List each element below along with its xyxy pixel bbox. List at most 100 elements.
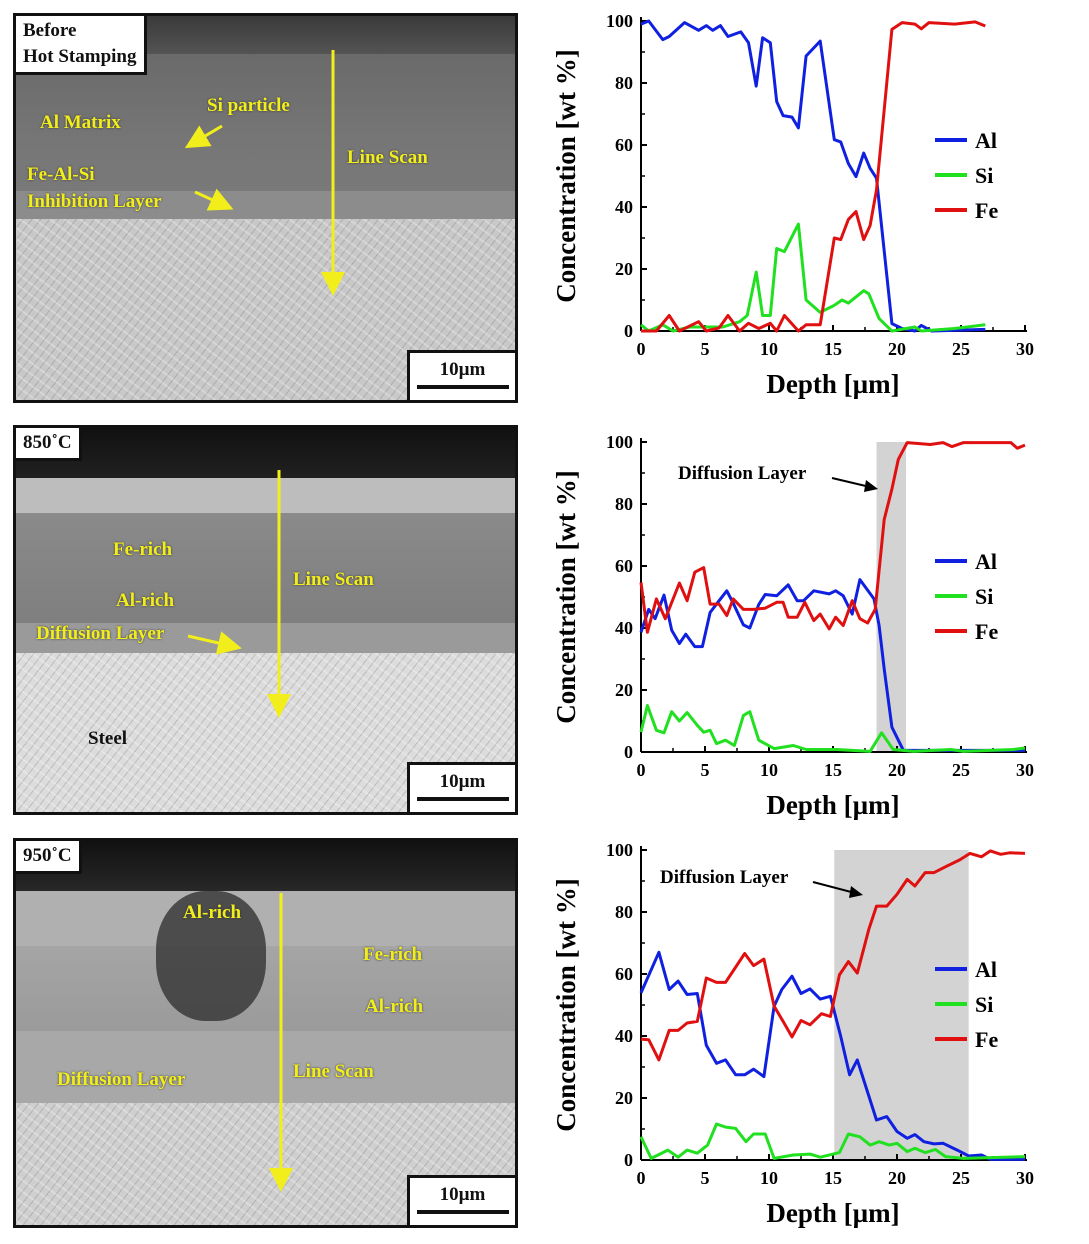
scale-bar-label: 10µm xyxy=(439,359,486,380)
x-tick-label: 15 xyxy=(824,760,842,780)
x-tick-label: 25 xyxy=(952,760,970,780)
label-steel: Steel xyxy=(88,728,128,749)
series-line-al xyxy=(640,19,986,333)
x-tick-label: 20 xyxy=(888,1168,906,1188)
scale-bar-label: 10µm xyxy=(439,1184,486,1205)
series-line-al xyxy=(639,578,1025,752)
y-tick-label: 100 xyxy=(606,432,633,452)
void-region xyxy=(156,891,266,1021)
y-tick-label: 100 xyxy=(606,840,633,860)
y-tick-label: 40 xyxy=(615,1026,633,1046)
y-tick-label: 0 xyxy=(624,742,633,762)
series-line-fe xyxy=(641,20,986,333)
x-tick-label: 5 xyxy=(701,760,710,780)
x-tick-label: 10 xyxy=(760,339,778,359)
legend-label-al: Al xyxy=(975,128,997,153)
inhibition-layer-region xyxy=(16,191,515,221)
legend-label-si: Si xyxy=(975,163,993,188)
x-tick-label: 15 xyxy=(824,1168,842,1188)
legend-label-al: Al xyxy=(975,549,997,574)
x-axis-label: Depth [µm] xyxy=(766,790,899,820)
x-tick-label: 0 xyxy=(637,760,646,780)
condition-label: Before Hot Stamping xyxy=(16,16,147,75)
y-tick-label: 40 xyxy=(615,197,633,217)
annotation-diffusion-layer: Diffusion Layer xyxy=(660,867,789,888)
y-tick-label: 20 xyxy=(615,680,633,700)
y-tick-label: 60 xyxy=(615,964,633,984)
y-tick-label: 80 xyxy=(615,902,633,922)
condition-label: 850˚C xyxy=(16,428,82,461)
x-tick-label: 10 xyxy=(760,1168,778,1188)
annotation-arrow xyxy=(812,881,856,894)
micrograph-before-hot-stamping: Before Hot Stamping 10µm xyxy=(13,13,518,403)
series-line-si xyxy=(639,1122,1026,1160)
x-tick-label: 25 xyxy=(952,1168,970,1188)
x-tick-label: 5 xyxy=(701,1168,710,1188)
annotation-arrow xyxy=(831,477,871,488)
y-tick-label: 20 xyxy=(615,259,633,279)
y-tick-label: 80 xyxy=(615,73,633,93)
legend-label-si: Si xyxy=(975,992,993,1017)
legend-label-fe: Fe xyxy=(975,619,998,644)
surface-band xyxy=(16,841,515,896)
label-al-rich: Al-rich xyxy=(365,996,424,1017)
scale-bar-line xyxy=(416,385,509,389)
condition-label: 950˚C xyxy=(16,841,82,874)
x-tick-label: 5 xyxy=(701,339,710,359)
diffusion-layer-region xyxy=(16,1031,515,1106)
y-tick-label: 0 xyxy=(624,1150,633,1170)
y-axis-label: Concentration [wt %] xyxy=(551,49,581,302)
y-tick-label: 60 xyxy=(615,556,633,576)
scale-bar-line xyxy=(416,1210,509,1214)
label-al-rich-top: Al-rich xyxy=(183,902,242,923)
diffusion-layer-region xyxy=(16,623,515,653)
label-line-scan: Line Scan xyxy=(293,569,374,590)
series-line-al xyxy=(639,950,1025,1161)
y-tick-label: 20 xyxy=(615,1088,633,1108)
y-tick-label: 40 xyxy=(615,618,633,638)
y-axis-label: Concentration [wt %] xyxy=(551,878,581,1131)
x-tick-label: 20 xyxy=(888,339,906,359)
x-tick-label: 20 xyxy=(888,760,906,780)
label-inhibition-layer: Inhibition Layer xyxy=(27,191,162,212)
y-axis-label: Concentration [wt %] xyxy=(551,470,581,723)
x-axis-label: Depth [µm] xyxy=(766,1198,899,1228)
legend-label-fe: Fe xyxy=(975,1027,998,1052)
x-tick-label: 10 xyxy=(760,760,778,780)
label-fe-rich: Fe-rich xyxy=(113,539,173,560)
annotation-arrowhead xyxy=(849,886,863,898)
series-line-fe xyxy=(639,441,1026,634)
series-line-fe xyxy=(640,849,1026,1062)
legend-label-al: Al xyxy=(975,957,997,982)
label-diffusion-layer: Diffusion Layer xyxy=(57,1069,186,1090)
x-tick-label: 30 xyxy=(1016,760,1034,780)
x-axis-label: Depth [µm] xyxy=(766,369,899,399)
scale-bar: 10µm xyxy=(407,1175,515,1225)
series-line-si xyxy=(639,704,1026,753)
micrograph-850c: 850˚C 10µm xyxy=(13,425,518,815)
al-rich-region xyxy=(16,513,515,643)
micrograph-950c: 950˚C 10µm xyxy=(13,838,518,1228)
legend-label-fe: Fe xyxy=(975,198,998,223)
line-scan-chart-950c: 0 20 40 60 80 100 0 5 10 15 20 25 30 Depth [µm] Concen… xyxy=(551,840,1034,1228)
x-tick-label: 30 xyxy=(1016,1168,1034,1188)
line-scan-chart-before: 0 20 40 60 80 100 0 5 10 15 20 25 30 Depth [µm] Concen… xyxy=(551,11,1034,399)
x-tick-label: 0 xyxy=(637,1168,646,1188)
surface-band xyxy=(16,428,515,483)
scale-bar: 10µm xyxy=(407,762,515,812)
legend-label-si: Si xyxy=(975,584,993,609)
annotation-arrowhead xyxy=(864,480,878,492)
label-al-matrix: Al Matrix xyxy=(40,112,121,133)
x-tick-label: 25 xyxy=(952,339,970,359)
x-tick-label: 15 xyxy=(824,339,842,359)
y-tick-label: 60 xyxy=(615,135,633,155)
al-matrix-region xyxy=(16,54,515,214)
x-tick-label: 0 xyxy=(637,339,646,359)
y-tick-label: 80 xyxy=(615,494,633,514)
y-tick-label: 100 xyxy=(606,11,633,31)
line-scan-chart-850c: 0 20 40 60 80 100 0 5 10 15 20 25 30 Depth [µm] Concen… xyxy=(551,432,1034,820)
series-line-si xyxy=(640,222,986,333)
fe-rich-top-region xyxy=(16,478,515,518)
label-line-scan: Line Scan xyxy=(347,147,428,168)
y-tick-label: 0 xyxy=(624,321,633,341)
